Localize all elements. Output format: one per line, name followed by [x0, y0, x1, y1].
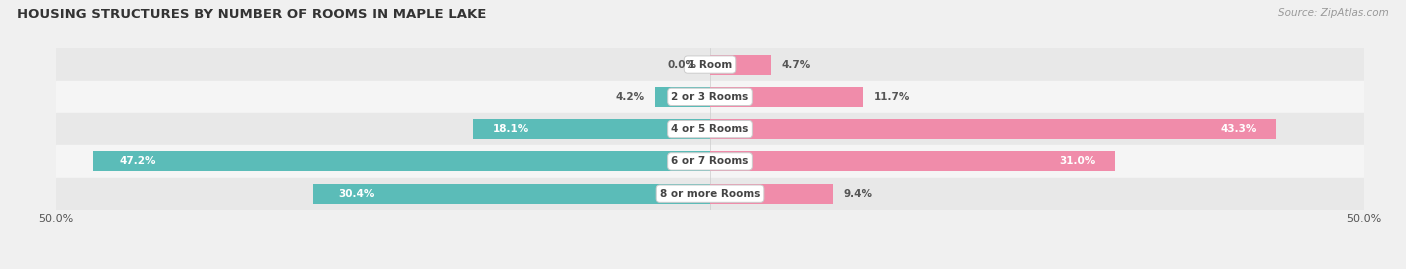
Text: 1 Room: 1 Room: [688, 59, 733, 70]
Bar: [56, 178, 1364, 210]
Text: 8 or more Rooms: 8 or more Rooms: [659, 189, 761, 199]
Bar: [710, 184, 832, 204]
Text: 4 or 5 Rooms: 4 or 5 Rooms: [671, 124, 749, 134]
Bar: [710, 151, 1115, 171]
Bar: [93, 151, 710, 171]
Bar: [56, 113, 1364, 145]
Bar: [710, 87, 863, 107]
Bar: [655, 87, 710, 107]
Bar: [474, 119, 710, 139]
Text: 2 or 3 Rooms: 2 or 3 Rooms: [672, 92, 748, 102]
Text: 47.2%: 47.2%: [120, 156, 156, 167]
Text: 4.7%: 4.7%: [782, 59, 811, 70]
Legend: Owner-occupied, Renter-occupied: Owner-occupied, Renter-occupied: [583, 266, 837, 269]
Bar: [710, 55, 772, 75]
Bar: [312, 184, 710, 204]
Bar: [56, 48, 1364, 81]
Text: 18.1%: 18.1%: [494, 124, 529, 134]
Text: 30.4%: 30.4%: [339, 189, 375, 199]
Text: HOUSING STRUCTURES BY NUMBER OF ROOMS IN MAPLE LAKE: HOUSING STRUCTURES BY NUMBER OF ROOMS IN…: [17, 8, 486, 21]
Text: 4.2%: 4.2%: [616, 92, 644, 102]
Text: 11.7%: 11.7%: [873, 92, 910, 102]
Text: 9.4%: 9.4%: [844, 189, 872, 199]
Text: 31.0%: 31.0%: [1060, 156, 1095, 167]
Text: 6 or 7 Rooms: 6 or 7 Rooms: [671, 156, 749, 167]
Text: Source: ZipAtlas.com: Source: ZipAtlas.com: [1278, 8, 1389, 18]
Bar: [56, 145, 1364, 178]
Text: 43.3%: 43.3%: [1220, 124, 1257, 134]
Text: 0.0%: 0.0%: [668, 59, 697, 70]
Bar: [56, 81, 1364, 113]
Bar: [710, 119, 1277, 139]
